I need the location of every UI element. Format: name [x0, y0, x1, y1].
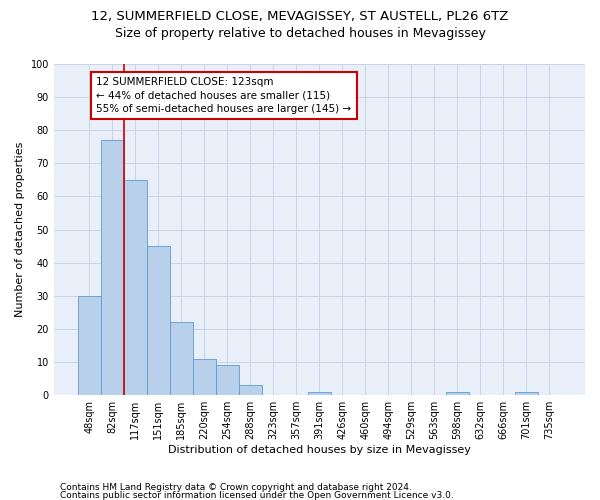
- Bar: [239, 386, 262, 395]
- Bar: [170, 322, 193, 395]
- Bar: [515, 392, 538, 395]
- X-axis label: Distribution of detached houses by size in Mevagissey: Distribution of detached houses by size …: [168, 445, 471, 455]
- Bar: [124, 180, 147, 395]
- Text: Contains HM Land Registry data © Crown copyright and database right 2024.: Contains HM Land Registry data © Crown c…: [60, 484, 412, 492]
- Text: 12 SUMMERFIELD CLOSE: 123sqm
← 44% of detached houses are smaller (115)
55% of s: 12 SUMMERFIELD CLOSE: 123sqm ← 44% of de…: [97, 77, 352, 114]
- Y-axis label: Number of detached properties: Number of detached properties: [15, 142, 25, 318]
- Bar: [147, 246, 170, 395]
- Bar: [78, 296, 101, 395]
- Text: Size of property relative to detached houses in Mevagissey: Size of property relative to detached ho…: [115, 28, 485, 40]
- Bar: [216, 366, 239, 395]
- Text: Contains public sector information licensed under the Open Government Licence v3: Contains public sector information licen…: [60, 491, 454, 500]
- Bar: [308, 392, 331, 395]
- Text: 12, SUMMERFIELD CLOSE, MEVAGISSEY, ST AUSTELL, PL26 6TZ: 12, SUMMERFIELD CLOSE, MEVAGISSEY, ST AU…: [91, 10, 509, 23]
- Bar: [101, 140, 124, 395]
- Bar: [446, 392, 469, 395]
- Bar: [193, 359, 216, 395]
